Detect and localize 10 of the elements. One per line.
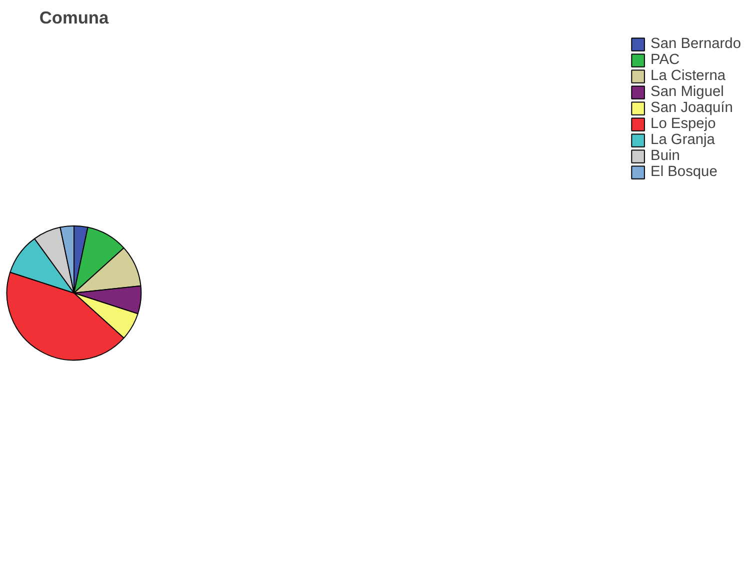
chart-title: Comuna [39,8,110,28]
legend-label: El Bosque [650,164,718,180]
legend-label: PAC [650,52,680,68]
legend-label: Buin [650,148,680,164]
legend-label: San Miguel [650,84,724,100]
legend-label: La Granja [650,132,715,148]
legend-label: La Cisterna [650,68,726,84]
legend-label: San Bernardo [650,36,741,52]
legend-label: Lo Espejo [650,116,716,132]
legend-label: San Joaquín [650,100,733,116]
